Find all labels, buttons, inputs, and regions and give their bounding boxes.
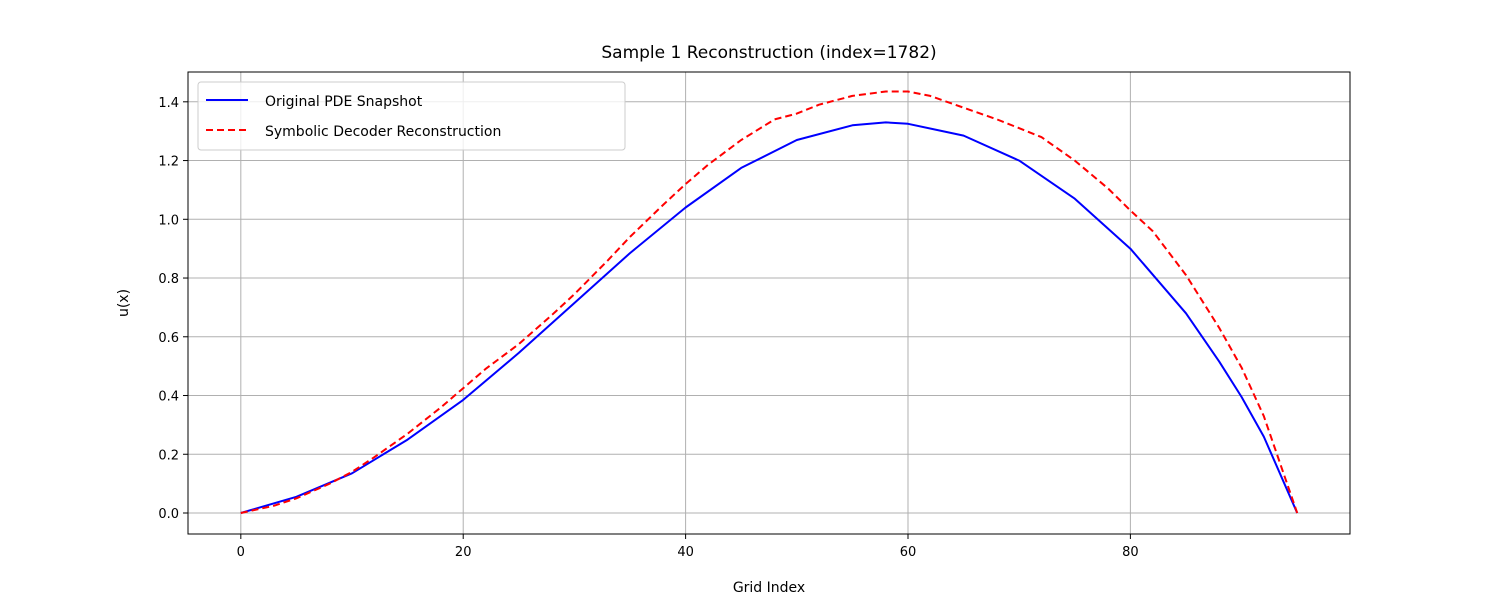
x-tick-label: 0 [237,545,245,560]
legend: Original PDE Snapshot Symbolic Decoder R… [197,81,626,151]
series-line-original [240,121,1299,514]
chart-title: Sample 1 Reconstruction (index=1782) [601,43,936,63]
y-tick-label: 0.0 [158,507,179,522]
x-tick-label: 20 [455,545,472,560]
plot-frame [187,71,1351,535]
axis-ticks: 0 20 40 60 80 0.0 0.2 0.4 0.6 0.8 1.0 1.2 1.4 [158,96,1138,560]
series-line-reconstruction [240,90,1299,514]
x-tick-label: 60 [900,545,917,560]
legend-box [197,81,626,151]
legend-label-reconstruction: Symbolic Decoder Reconstruction [265,124,501,140]
x-axis-title: Grid Index [733,580,805,596]
y-tick-label: 1.4 [158,96,179,111]
x-tick-label: 40 [677,545,694,560]
y-tick-label: 0.4 [158,390,179,405]
x-tick-label: 80 [1122,545,1139,560]
legend-label-original: Original PDE Snapshot [265,94,423,110]
y-tick-label: 1.0 [158,213,179,228]
plot-series [240,90,1299,514]
y-tick-label: 1.2 [158,155,179,170]
y-tick-label: 0.6 [158,331,179,346]
y-tick-label: 0.2 [158,448,179,463]
y-axis-title: u(x) [116,289,132,317]
y-tick-label: 0.8 [158,272,179,287]
